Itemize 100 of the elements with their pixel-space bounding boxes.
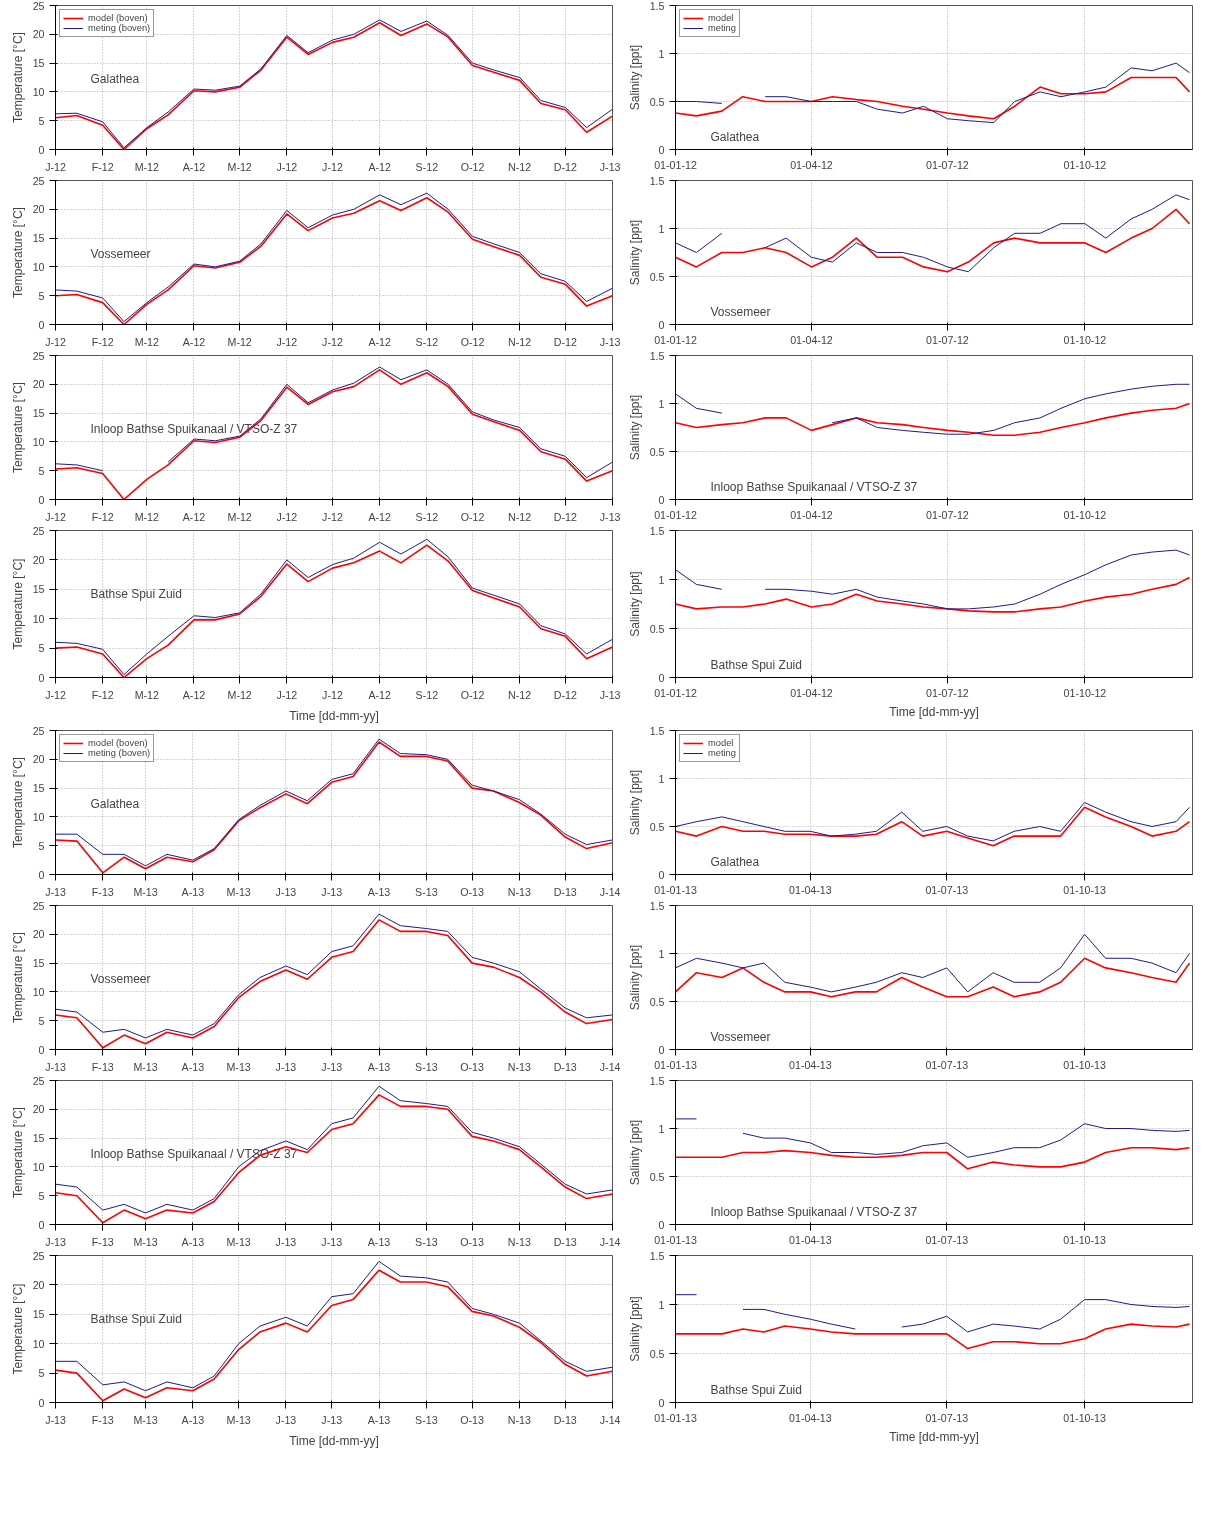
y-tick-label: 0: [658, 868, 665, 881]
x-tick-label: 01-07-13: [925, 1233, 969, 1246]
x-tick-label: M-12: [227, 510, 252, 523]
x-tick-label: M-12: [227, 335, 252, 348]
x-tick-label: N-13: [507, 1060, 532, 1073]
annotation: Inloop Bathse Spuikanaal / VTSO-Z 37: [710, 479, 918, 494]
x-tick-label: O-12: [460, 160, 485, 173]
x-tick-label: J-12: [45, 160, 66, 173]
x-tick-label: J-13: [599, 688, 621, 701]
y-tick-label: 1.5: [649, 174, 665, 187]
y-tick-label: 1: [658, 947, 665, 960]
x-tick-label: F-12: [91, 510, 114, 523]
x-tick-label: A-12: [182, 510, 206, 523]
x-tick-label: D-12: [553, 160, 577, 173]
x-tick-label: F-13: [91, 1235, 114, 1248]
annotation: Vossemeer: [710, 304, 771, 319]
x-tick-label: 01-10-12: [1063, 158, 1107, 171]
y-tick-label: 0: [658, 1218, 665, 1231]
annotation: Vossemeer: [90, 247, 151, 262]
x-tick-label: F-12: [91, 688, 114, 701]
x-tick-label: O-12: [460, 688, 485, 701]
y-axis-title: Temperature [°C]: [10, 207, 25, 298]
x-tick-label: J-13: [45, 885, 66, 898]
y-tick-label: 15: [32, 782, 45, 795]
x-tick-label: M-13: [226, 1413, 251, 1426]
y-tick-label: 15: [32, 232, 45, 245]
x-tick-label: A-13: [367, 1413, 391, 1426]
y-tick-label: 25: [32, 0, 45, 12]
y-tick-label: 5: [38, 1367, 45, 1380]
y-axis-title: Salinity [ppt]: [627, 219, 642, 286]
x-tick-label: J-13: [275, 1235, 297, 1248]
x-tick-label: A-12: [368, 160, 391, 173]
x-tick-label: N-13: [507, 1235, 532, 1248]
y-tick-label: 15: [32, 1132, 45, 1145]
legend-label: meting (boven): [88, 23, 151, 33]
x-tick-label: 01-10-13: [1063, 883, 1107, 896]
y-tick-label: 1.5: [649, 0, 665, 12]
x-tick-label: J-13: [321, 1413, 343, 1426]
x-tick-label: 01-04-12: [790, 686, 833, 699]
y-tick-label: 25: [32, 1249, 45, 1262]
y-axis-title: Salinity [ppt]: [627, 44, 642, 111]
x-tick-label: M-13: [226, 885, 251, 898]
y-axis-title: Temperature [°C]: [10, 382, 25, 473]
x-tick-label: M-13: [226, 1060, 251, 1073]
x-tick-label: A-13: [181, 1235, 205, 1248]
x-tick-label: M-12: [134, 335, 160, 348]
y-tick-label: 1.5: [649, 1249, 665, 1262]
x-tick-label: 01-04-13: [789, 1058, 832, 1071]
x-tick-label: A-13: [181, 1413, 205, 1426]
x-tick-label: S-12: [415, 160, 439, 173]
x-tick-label: N-12: [508, 688, 532, 701]
y-tick-label: 1: [658, 1122, 665, 1135]
x-tick-label: N-12: [508, 335, 532, 348]
y-tick-label: 20: [32, 203, 45, 216]
annotation: Galathea: [90, 72, 140, 87]
y-axis-title: Salinity [ppt]: [627, 769, 642, 836]
x-tick-label: F-12: [91, 160, 114, 173]
x-tick-label: 01-10-12: [1063, 686, 1107, 699]
y-tick-label: 25: [32, 724, 45, 737]
x-tick-label: J-12: [276, 688, 298, 701]
x-tick-label: 01-07-12: [926, 158, 969, 171]
y-tick-label: 10: [32, 1160, 45, 1173]
x-tick-label: O-12: [460, 335, 485, 348]
x-tick-label: S-13: [415, 885, 438, 898]
legend-label: model (boven): [88, 13, 148, 23]
y-tick-label: 0: [658, 318, 665, 331]
x-tick-label: J-12: [322, 335, 343, 348]
y-tick-label: 25: [32, 349, 45, 362]
x-tick-label: D-13: [553, 1413, 577, 1426]
x-tick-label: J-12: [45, 335, 66, 348]
y-tick-label: 20: [32, 753, 45, 766]
y-tick-label: 5: [38, 642, 45, 655]
x-tick-label: 01-10-13: [1063, 1233, 1107, 1246]
y-tick-label: 10: [32, 985, 45, 998]
x-tick-label: 01-07-12: [926, 333, 969, 346]
x-axis-title: Time [dd-mm-yy]: [289, 1433, 379, 1448]
y-tick-label: 0: [38, 1396, 45, 1409]
y-tick-label: 0.5: [649, 820, 665, 833]
x-tick-label: M-12: [134, 688, 160, 701]
x-tick-label: J-13: [599, 160, 621, 173]
y-tick-label: 0.5: [649, 1347, 665, 1360]
x-tick-label: J-13: [599, 510, 621, 523]
x-tick-label: 01-10-13: [1063, 1058, 1107, 1071]
y-tick-label: 1: [658, 222, 665, 235]
x-tick-label: M-13: [133, 885, 158, 898]
x-tick-label: N-12: [508, 160, 532, 173]
y-tick-label: 0: [38, 1043, 45, 1056]
x-tick-label: A-12: [182, 688, 206, 701]
y-tick-label: 0: [658, 1396, 665, 1409]
legend-label: meting (boven): [88, 748, 151, 758]
x-tick-label: 01-04-12: [790, 158, 833, 171]
annotation: Bathse Spui Zuid: [90, 586, 182, 601]
x-tick-label: A-12: [368, 688, 391, 701]
y-tick-label: 15: [32, 57, 45, 70]
y-tick-label: 10: [32, 810, 45, 823]
annotation: Vossemeer: [90, 972, 151, 987]
x-tick-label: M-13: [133, 1235, 158, 1248]
x-tick-label: 01-10-13: [1063, 1411, 1107, 1424]
y-tick-label: 0: [38, 1218, 45, 1231]
x-tick-label: 01-01-13: [654, 1233, 697, 1246]
